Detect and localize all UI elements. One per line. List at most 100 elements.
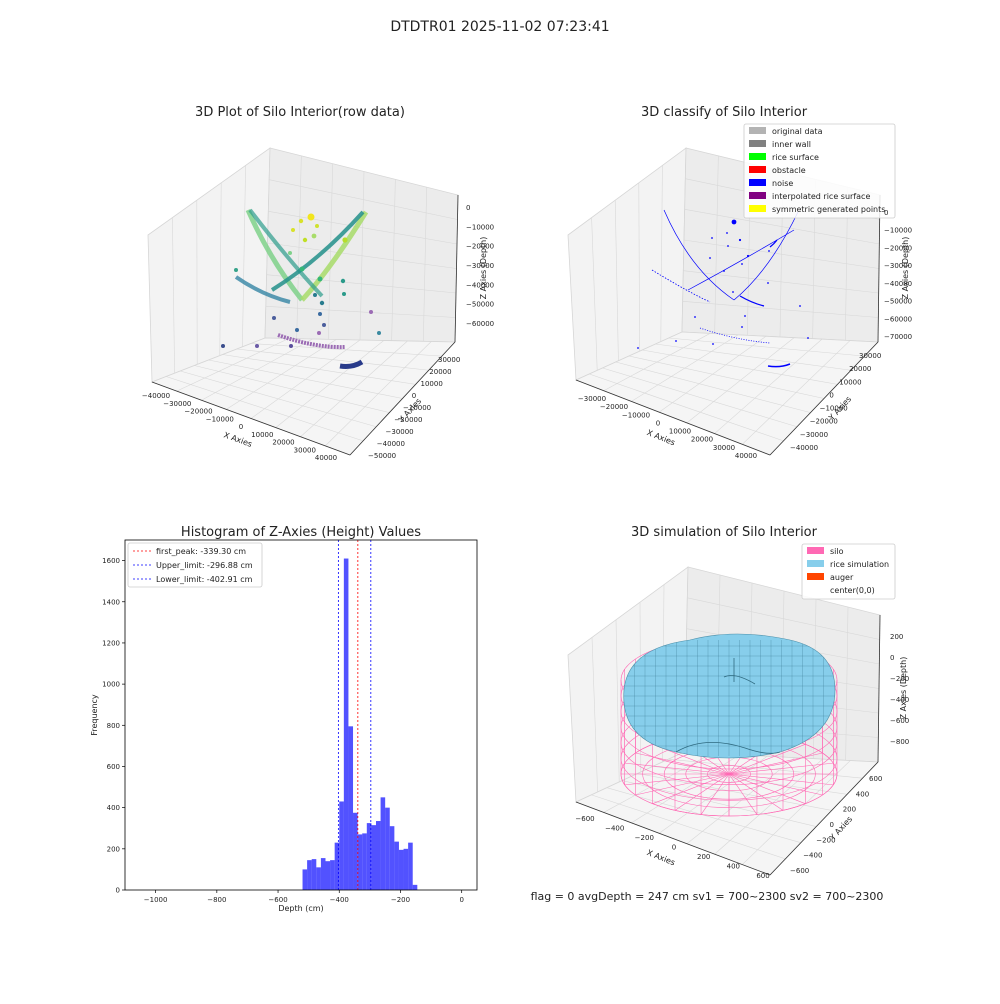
histogram-y-tick-label: 0 [116,887,120,895]
raw-z-tick-label: −60000 [466,320,494,328]
histogram-legend-label: first_peak: -339.30 cm [156,547,246,556]
sim-z-tick-label: 0 [890,654,894,662]
classify-x-tick-label: 10000 [669,428,691,436]
simulation-legend-label: rice simulation [830,560,889,569]
classify-3d-panel: 3D classify of Silo Interior [568,105,912,460]
raw-x-tick-label: 10000 [251,431,273,439]
histogram-y-tick-label: 400 [107,804,120,812]
histogram-bar [348,726,353,890]
histogram-bar [408,843,413,890]
simulation-legend-label: auger [830,573,854,582]
raw-x-tick-label: 20000 [272,439,294,447]
classify-legend-label: inner wall [772,140,811,149]
classify-x-tick-label: 0 [656,419,660,427]
raw-z-tick-label: −10000 [466,223,494,231]
simulation-3d-panel: 3D simulation of Silo Interior silorice … [568,525,909,880]
raw-x-tick-label: −20000 [184,408,212,416]
raw-z-tick-label: 0 [466,204,470,212]
histogram-xlabel: Depth (cm) [278,904,323,913]
histogram-bar [312,859,317,890]
histogram-bar [303,869,308,890]
simulation-panel-title: 3D simulation of Silo Interior [631,525,818,540]
histogram-legend: first_peak: -339.30 cm Upper_limit: -296.… [128,543,262,587]
histogram-bar [399,850,404,890]
classify-legend-swatch [749,140,766,147]
histogram-x-tick-label: −400 [330,896,349,904]
histogram-y-tick-label: 1000 [102,681,120,689]
simulation-legend-swatch [807,573,824,580]
classify-legend-label: noise [772,179,793,188]
simulation-zlabel: Z Axies (Depth) [899,657,908,720]
raw-xlabel: X Axies [222,430,253,449]
histogram-legend-label: Upper_limit: -296.88 cm [156,561,253,570]
classify-y-tick-label: 30000 [859,352,881,360]
histogram-bar [394,842,399,890]
classify-zlabel: Z Axies (Depth) [901,237,910,300]
classify-z-tick-label: −10000 [884,227,912,235]
histogram-y-tick-label: 600 [107,763,120,771]
sim-x-tick-label: 400 [727,863,740,871]
histogram-title: Histogram of Z-Axies (Height) Values [181,525,421,540]
classify-legend-swatch [749,205,766,212]
classify-x-tick-label: −30000 [578,395,606,403]
histogram-bar [307,860,312,890]
histogram-bar [316,867,321,890]
histogram-y-tick-label: 1200 [102,639,120,647]
raw-data-3d-panel: 3D Plot of Silo Interior(row data) [142,105,494,462]
classify-legend-label: original data [772,127,823,136]
histogram-x-tick-label: −800 [207,896,226,904]
histogram-bar [353,813,358,890]
histogram-axes-frame [125,540,477,890]
histogram-bar [344,559,349,890]
classify-legend-swatch [749,166,766,173]
raw-panel-title: 3D Plot of Silo Interior(row data) [195,105,405,120]
sim-x-tick-label: 0 [672,844,676,852]
histogram-bar [358,834,363,890]
sim-y-tick-label: −400 [803,852,822,860]
rice-simulation-surface [624,634,835,758]
raw-x-tick-label: 30000 [294,446,316,454]
status-text: flag = 0 avgDepth = 247 cm sv1 = 700~230… [531,890,884,903]
histogram-ylabel: Frequency [90,694,99,736]
classify-legend-swatch [749,127,766,134]
raw-zlabel: Z Axies (Depth) [479,237,488,300]
raw-y-tick-label: −40000 [377,440,405,448]
histogram-bar [330,860,335,890]
sim-z-tick-label: −800 [890,738,909,746]
histogram-x-tick-label: 0 [459,896,463,904]
raw-z-tick-label: −50000 [466,301,494,309]
classify-legend-swatch [749,179,766,186]
histogram-bar [376,821,381,890]
raw-y-tick-label: −50000 [368,452,396,460]
sim-z-tick-label: 200 [890,633,903,641]
raw-y-tick-label: 30000 [438,356,460,364]
raw-x-tick-label: −10000 [206,415,234,423]
raw-x-tick-label: 40000 [315,454,337,462]
classify-legend-swatch [749,192,766,199]
histogram-bar [385,808,390,890]
classify-legend-label: interpolated rice surface [772,192,870,201]
raw-y-tick-label: 20000 [429,368,451,376]
sim-x-tick-label: 600 [756,872,769,880]
simulation-legend-swatch [807,560,824,567]
histogram-x-tick-label: −600 [268,896,287,904]
sim-y-tick-label: 200 [843,806,856,814]
classify-x-tick-label: 30000 [713,444,735,452]
raw-y-tick-label: 10000 [421,380,443,388]
classify-y-tick-label: 10000 [839,378,861,386]
histogram-bar [390,826,395,890]
histogram-bar [362,833,367,890]
histogram-bar [404,849,409,890]
histogram-x-tick-label: −1000 [144,896,168,904]
classify-x-tick-label: −20000 [600,403,628,411]
raw-x-tick-label: −40000 [142,392,170,400]
raw-y-tick-label: −30000 [386,428,414,436]
classify-legend-box [744,124,895,218]
histogram-panel: Histogram of Z-Axies (Height) Values −10… [90,525,477,913]
classify-z-tick-label: −70000 [884,333,912,341]
classify-panel-title: 3D classify of Silo Interior [641,105,808,120]
